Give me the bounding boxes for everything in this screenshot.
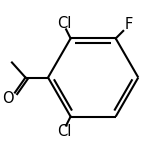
Text: F: F [125, 17, 133, 32]
Text: Cl: Cl [57, 16, 72, 31]
Text: O: O [2, 91, 13, 106]
Text: Cl: Cl [57, 124, 72, 139]
